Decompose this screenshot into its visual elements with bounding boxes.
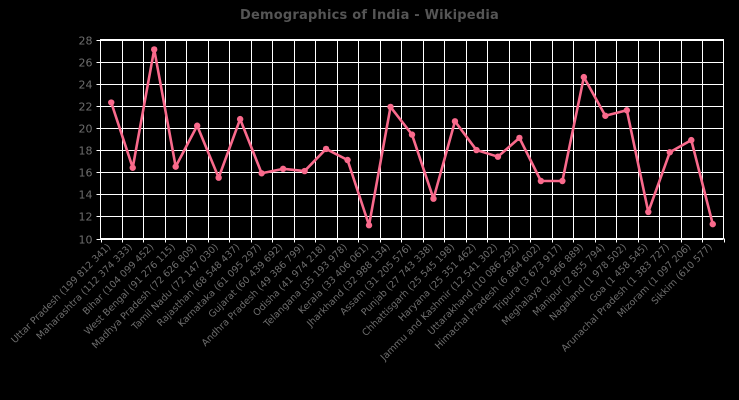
y-axis-tick-labels: 10 12 14 16 18 20 22 24 26 28 [79,35,93,247]
grid-lines [100,39,724,240]
data-point-marker [688,136,695,144]
series-markers-group [108,46,716,229]
data-point-marker [516,134,523,142]
data-point-marker [279,165,287,173]
y-tick-label: 22 [79,101,93,114]
y-tick-label: 14 [79,189,93,202]
data-point-marker [580,73,588,81]
y-tick-label: 28 [79,35,93,48]
data-point-marker [193,122,201,129]
y-tick-label: 18 [79,145,93,158]
data-point-marker [645,208,652,216]
data-point-marker [129,164,136,171]
data-point-marker [430,195,437,202]
data-point-marker [623,107,631,114]
data-point-marker [537,177,545,185]
data-point-marker [108,99,115,106]
data-point-marker [709,220,716,228]
data-point-marker [344,156,351,164]
data-point-marker [322,145,330,153]
data-point-marker [473,146,480,154]
data-point-marker [365,222,373,229]
chart-title: Demographics of India - Wikipedia [240,8,499,23]
y-tick-label: 10 [79,234,93,247]
y-tick-label: 12 [79,211,93,224]
data-point-marker [408,131,416,138]
y-tick-label: 16 [79,167,93,180]
data-point-marker [451,118,459,125]
x-axis-tick-labels: Uttar Pradesh (199 812 341)Maharashtra (… [9,242,715,364]
y-tick-label: 20 [79,123,93,136]
data-point-marker [559,177,566,185]
data-point-marker [301,167,308,175]
data-point-marker [172,163,179,170]
data-point-marker [258,170,265,177]
data-point-marker [666,149,673,156]
data-point-marker [215,174,222,181]
data-point-marker [151,46,158,53]
data-point-marker [494,153,502,160]
plot-frame [100,39,724,239]
axis-ticks [96,40,725,243]
data-point-marker [236,115,244,123]
y-tick-label: 26 [79,57,93,70]
data-point-marker [387,103,394,111]
data-point-marker [602,112,609,119]
y-tick-label: 24 [79,79,93,92]
